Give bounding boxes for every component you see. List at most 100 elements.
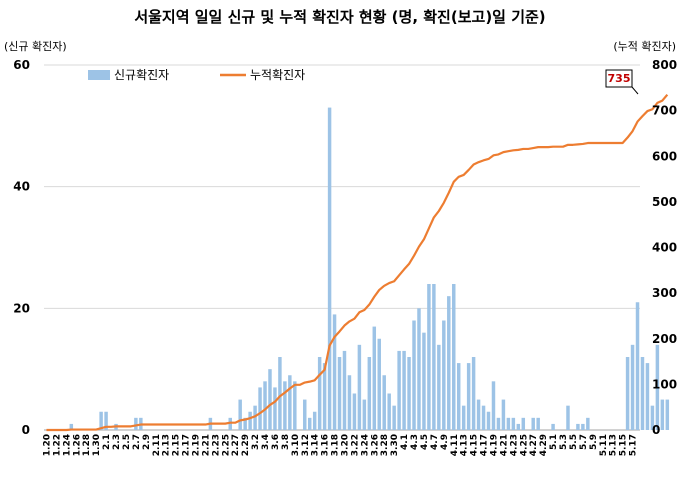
x-tick-label: 1.20 (42, 434, 52, 456)
bar (461, 405, 466, 430)
right-tick-label: 100 (652, 377, 677, 391)
bar (521, 417, 526, 430)
bar (427, 284, 431, 430)
bar (303, 399, 307, 430)
x-tick-label: 2.21 (201, 434, 211, 456)
x-tick-label: 5.11 (599, 434, 609, 456)
bar (332, 314, 337, 430)
x-tick-label: 4.9 (440, 434, 450, 450)
bar (491, 381, 496, 430)
x-tick-label: 4.3 (410, 434, 420, 450)
bar (551, 423, 555, 430)
line-series (46, 93, 669, 432)
bar (536, 417, 540, 430)
bar (417, 308, 421, 430)
x-tick-label: 2.11 (152, 434, 162, 456)
x-tick-label: 3.4 (261, 434, 271, 450)
x-tick-label: 3.6 (271, 434, 281, 450)
bar (382, 375, 386, 430)
right-axis-label: (누적 확진자) (613, 40, 676, 53)
x-tick-label: 2.29 (241, 434, 251, 456)
bar (372, 326, 377, 430)
x-tick-label: 5.1 (549, 434, 559, 450)
x-tick-label: 4.15 (470, 434, 480, 456)
bar (432, 284, 436, 430)
x-tick-label: 1.22 (52, 434, 62, 456)
callout-pointer (631, 86, 639, 95)
x-tick-label: 5.9 (589, 434, 599, 450)
bar (312, 411, 317, 430)
right-tick-label: 700 (652, 104, 677, 118)
x-tick-label: 2.19 (191, 434, 201, 456)
legend-bar-label: 신규확진자 (114, 68, 169, 82)
x-tick-label: 4.5 (420, 434, 430, 450)
x-tick-label: 2.13 (162, 434, 172, 456)
bar (104, 411, 108, 430)
bar (248, 411, 252, 430)
x-tick-label: 2.17 (182, 434, 192, 456)
bar (243, 417, 247, 430)
bar (278, 357, 282, 430)
x-tick-label: 1.30 (92, 434, 102, 456)
x-tick-label: 3.12 (301, 434, 311, 456)
bar (342, 350, 347, 430)
legend-bar-swatch (88, 70, 110, 80)
bar-series (69, 107, 670, 430)
grid-lines (44, 64, 640, 431)
x-tick-label: 4.1 (400, 434, 410, 450)
right-tick-label: 0 (652, 423, 660, 437)
bar (456, 363, 461, 430)
bar (322, 363, 327, 430)
bar (238, 399, 242, 430)
x-tick-label: 4.17 (480, 434, 490, 456)
x-tick-label: 2.23 (211, 434, 221, 456)
right-tick-label: 400 (652, 241, 677, 255)
right-axis-ticks: 0 100 200 300 400 500 600 700 800 (652, 58, 677, 437)
x-tick-label: 5.5 (569, 434, 579, 450)
bar (486, 411, 491, 430)
bar (511, 417, 516, 430)
x-tick-label: 2.27 (231, 434, 241, 456)
x-tick-label: 2.3 (112, 434, 122, 450)
bar (516, 423, 521, 430)
bar (327, 107, 332, 430)
bar (496, 417, 501, 430)
x-tick-label: 3.18 (331, 434, 341, 456)
bar (288, 375, 292, 430)
left-tick-label: 0 (22, 423, 30, 437)
x-tick-label: 4.13 (460, 434, 470, 456)
x-tick-label: 2.5 (122, 434, 132, 450)
x-tick-label: 5.3 (559, 434, 569, 450)
bar (625, 357, 630, 430)
right-tick-label: 800 (652, 58, 677, 72)
bar (392, 405, 396, 430)
bar (506, 417, 511, 430)
bar (307, 417, 312, 430)
x-tick-label: 1.24 (62, 434, 72, 456)
x-tick-label: 3.24 (360, 434, 370, 456)
bar (268, 369, 272, 430)
right-tick-label: 200 (652, 332, 677, 346)
left-tick-label: 60 (13, 58, 30, 72)
bar (134, 417, 138, 430)
x-tick-label: 3.28 (380, 434, 390, 456)
bar (437, 344, 441, 430)
bar (481, 405, 486, 430)
x-tick-label: 3.22 (350, 434, 360, 456)
x-tick-label: 5.13 (609, 434, 619, 456)
bar (367, 357, 372, 430)
x-tick-label: 5.7 (579, 434, 589, 450)
bar (258, 387, 262, 430)
cumulative-line (46, 93, 669, 432)
x-tick-label: 5.15 (619, 434, 629, 456)
x-tick-label: 2.25 (221, 434, 231, 456)
bar (650, 405, 655, 430)
x-tick-label: 2.15 (172, 434, 182, 456)
bar (447, 296, 451, 430)
bar (412, 320, 416, 430)
bar (635, 302, 640, 430)
bar (263, 381, 267, 430)
x-tick-label: 3.8 (281, 434, 291, 450)
bar (630, 344, 635, 430)
